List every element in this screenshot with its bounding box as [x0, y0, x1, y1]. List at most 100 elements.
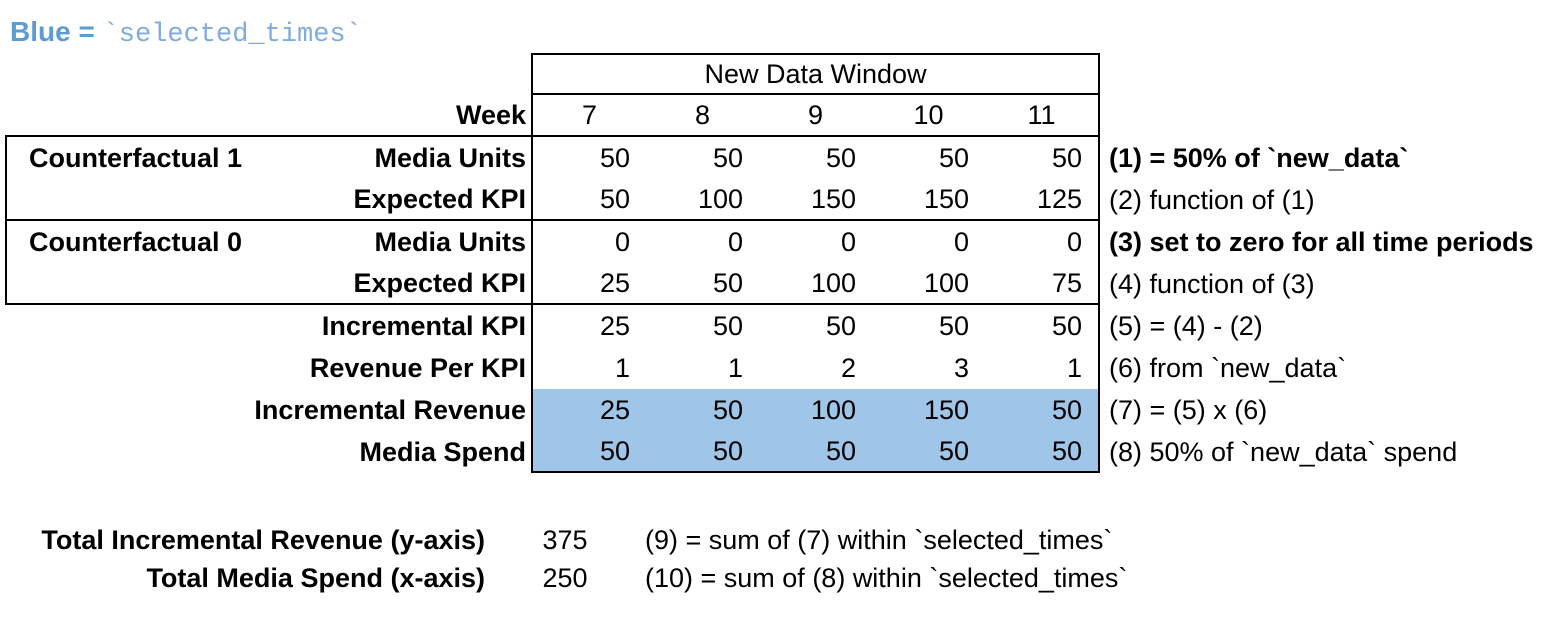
data-cell: 50	[1051, 142, 1082, 173]
data-cell: 0	[727, 226, 743, 257]
data-cell: 50	[712, 267, 743, 298]
table-row-expected-kpi-cf0: Expected KPI 25 50 100 100 75 (4) functi…	[5, 263, 1544, 305]
data-cell: 50	[938, 435, 969, 466]
row-label: Expected KPI	[353, 267, 526, 298]
table-row-media-units-cf0: Counterfactual 0 Media Units 0 0 0 0 0 (…	[5, 221, 1544, 263]
row-annotation: (7) = (5) x (6)	[1109, 394, 1268, 425]
data-cell: 50	[712, 142, 743, 173]
data-cell: 50	[825, 142, 856, 173]
summary-label: Total Incremental Revenue (y-axis)	[41, 524, 485, 555]
data-cell: 150	[923, 183, 969, 214]
label-cell: Revenue Per KPI	[5, 347, 531, 389]
row-label: Incremental KPI	[321, 310, 526, 341]
data-cell: 100	[923, 267, 969, 298]
data-cell: 50	[599, 435, 630, 466]
week-header-cell: 9	[807, 99, 824, 130]
row-label: Expected KPI	[353, 183, 526, 214]
summary-label: Total Media Spend (x-axis)	[146, 562, 485, 593]
row-annotation: (8) 50% of `new_data` spend	[1109, 436, 1458, 467]
row-annotation: (1) = 50% of `new_data`	[1109, 142, 1409, 173]
data-cell: 25	[599, 394, 630, 425]
data-strip: New Data Window	[531, 53, 1100, 95]
label-cell: Incremental KPI	[5, 305, 531, 347]
table-row-media-units-cf1: Counterfactual 1 Media Units 50 50 50 50…	[5, 137, 1544, 179]
data-strip: 50 50 50 50 50	[531, 137, 1100, 179]
group-label: Counterfactual 1	[29, 142, 243, 173]
data-cell: 100	[810, 394, 856, 425]
data-cell: 0	[1066, 226, 1082, 257]
summary-value: 250	[542, 562, 588, 593]
data-cell: 100	[697, 183, 743, 214]
row-annotation: (6) from `new_data`	[1109, 352, 1347, 383]
data-cell: 1	[614, 352, 630, 383]
data-cell: 1	[727, 352, 743, 383]
label-cell: Expected KPI	[5, 263, 531, 305]
data-cell: 50	[712, 310, 743, 341]
data-cell: 50	[938, 142, 969, 173]
data-cell: 75	[1051, 267, 1082, 298]
data-cell: 50	[599, 183, 630, 214]
table-row-week: Week 7 8 9 10 11	[5, 95, 1544, 137]
data-cell: 3	[953, 352, 969, 383]
row-annotation	[1100, 95, 1544, 137]
week-header-cell: 8	[694, 99, 711, 130]
week-row-label: Week	[455, 99, 526, 130]
data-cell: 50	[1051, 394, 1082, 425]
row-label: Media Spend	[359, 436, 526, 467]
label-cell	[5, 53, 531, 95]
summary-annotation: (9) = sum of (7) within `selected_times`	[645, 524, 1113, 555]
data-strip-highlighted: 25 50 100 150 50	[531, 389, 1100, 431]
summary-value: 375	[542, 524, 588, 555]
summary-annotation: (10) = sum of (8) within `selected_times…	[645, 562, 1128, 593]
table-row-incremental-kpi: Incremental KPI 25 50 50 50 50 (5) = (4)…	[5, 305, 1544, 347]
counterfactual-table: New Data Window Week 7 8 9 10 11 Counter…	[5, 53, 1544, 473]
data-strip: 25 50 100 100 75	[531, 263, 1100, 305]
data-strip: 7 8 9 10 11	[531, 95, 1100, 137]
data-strip: 25 50 50 50 50	[531, 305, 1100, 347]
data-cell: 50	[825, 310, 856, 341]
data-cell: 50	[712, 394, 743, 425]
week-header-cell: 10	[913, 99, 944, 130]
legend-note: Blue = `selected_times`	[10, 16, 362, 50]
data-cell: 125	[1036, 183, 1082, 214]
row-annotation	[1100, 53, 1544, 95]
table-row-incremental-revenue: Incremental Revenue 25 50 100 150 50 (7)…	[5, 389, 1544, 431]
label-cell: Counterfactual 0 Media Units	[5, 221, 531, 263]
data-cell: 25	[599, 310, 630, 341]
data-cell: 0	[953, 226, 969, 257]
week-header-cell: 11	[1027, 99, 1056, 130]
table-row-media-spend: Media Spend 50 50 50 50 50 (8) 50% of `n…	[5, 431, 1544, 473]
data-cell: 1	[1066, 352, 1082, 383]
data-cell: 25	[599, 267, 630, 298]
row-label: Revenue Per KPI	[309, 352, 526, 383]
data-cell: 150	[923, 394, 969, 425]
label-cell: Expected KPI	[5, 179, 531, 221]
legend-note-prefix: Blue =	[10, 16, 103, 47]
label-cell: Counterfactual 1 Media Units	[5, 137, 531, 179]
row-label: Media Units	[374, 226, 526, 257]
table-row-revenue-per-kpi: Revenue Per KPI 1 1 2 3 1 (6) from `new_…	[5, 347, 1544, 389]
table-row-window-header: New Data Window	[5, 53, 1544, 95]
data-cell: 50	[1051, 310, 1082, 341]
data-cell: 50	[825, 435, 856, 466]
label-cell: Incremental Revenue	[5, 389, 531, 431]
data-strip: 1 1 2 3 1	[531, 347, 1100, 389]
data-cell: 50	[1051, 435, 1082, 466]
data-strip: 50 100 150 150 125	[531, 179, 1100, 221]
row-label: Media Units	[374, 142, 526, 173]
data-cell: 50	[938, 310, 969, 341]
data-cell: 0	[840, 226, 856, 257]
row-label: Incremental Revenue	[254, 394, 526, 425]
label-cell: Media Spend	[5, 431, 531, 473]
new-data-window-header: New Data Window	[704, 58, 927, 89]
data-cell: 50	[599, 142, 630, 173]
summary-row-total-media-spend: Total Media Spend (x-axis) 250 (10) = su…	[5, 559, 1544, 597]
data-cell: 0	[614, 226, 630, 257]
label-cell: Week	[5, 95, 531, 137]
data-strip-highlighted: 50 50 50 50 50	[531, 431, 1100, 473]
data-cell: 150	[810, 183, 856, 214]
summary-block: Total Incremental Revenue (y-axis) 375 (…	[5, 521, 1544, 597]
summary-row-total-incremental-revenue: Total Incremental Revenue (y-axis) 375 (…	[5, 521, 1544, 559]
data-strip: 0 0 0 0 0	[531, 221, 1100, 263]
